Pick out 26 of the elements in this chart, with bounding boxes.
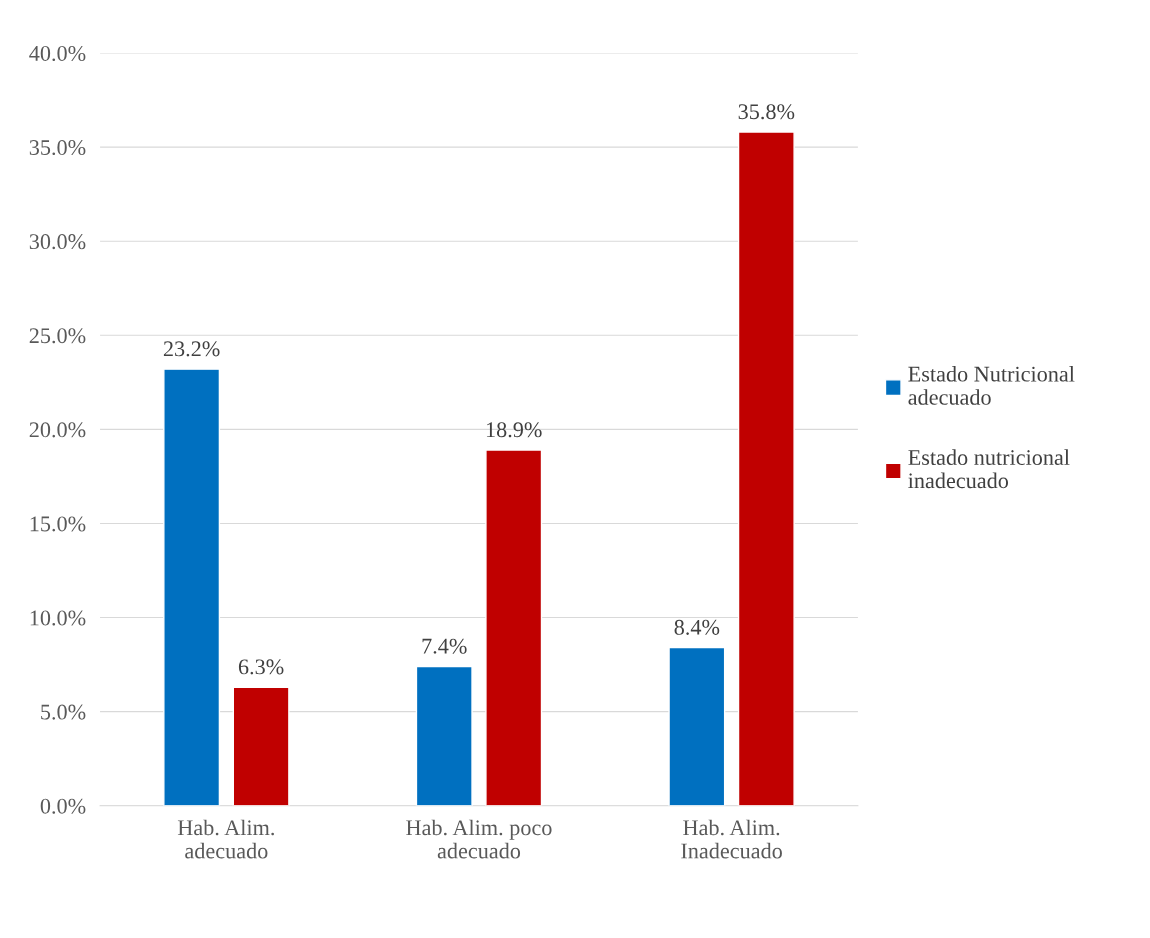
bar bbox=[485, 449, 543, 806]
data-label: 23.2% bbox=[163, 341, 220, 357]
data-label: 6.3% bbox=[238, 659, 284, 675]
x-tick-label: Hab. Alim. adecuado bbox=[177, 819, 274, 859]
y-tick-label: 15.0% bbox=[30, 516, 86, 532]
y-tick-label: 30.0% bbox=[29, 234, 86, 250]
bar bbox=[163, 368, 221, 806]
x-tick-label: Hab. Alim. poco adecuado bbox=[406, 819, 552, 859]
x-tick-label: Hab. Alim. Inadecuado bbox=[681, 819, 782, 859]
bar bbox=[737, 131, 795, 806]
y-tick-label: 10.0% bbox=[30, 610, 86, 626]
bar bbox=[415, 665, 473, 806]
y-tick-label: 20.0% bbox=[29, 422, 86, 438]
y-tick-label: 40.0% bbox=[29, 45, 86, 62]
data-label: 18.9% bbox=[486, 422, 542, 438]
legend-label: Estado nutricional inadecuado bbox=[908, 449, 1070, 489]
bar bbox=[232, 686, 290, 806]
data-label: 35.8% bbox=[738, 104, 795, 120]
y-tick-label: 5.0% bbox=[41, 704, 86, 720]
y-tick-label: 0.0% bbox=[40, 798, 86, 814]
data-label: 7.4% bbox=[422, 638, 467, 654]
y-tick-label: 35.0% bbox=[29, 140, 86, 156]
data-label: 8.4% bbox=[674, 619, 720, 635]
y-tick-label: 25.0% bbox=[29, 328, 86, 344]
bar bbox=[668, 646, 726, 806]
legend-label: Estado Nutricional adecuado bbox=[908, 365, 1075, 405]
